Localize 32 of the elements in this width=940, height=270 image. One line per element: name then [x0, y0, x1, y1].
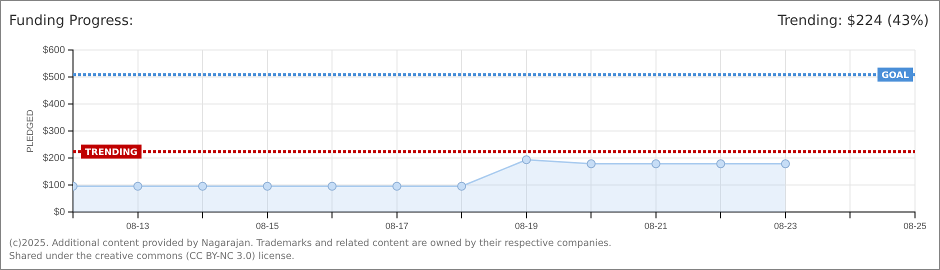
x-tick-label: 08-19	[514, 221, 538, 232]
y-axis-title: PLEDGED	[24, 109, 35, 153]
x-tick-label: 08-17	[385, 221, 408, 232]
point	[651, 159, 660, 168]
point	[392, 182, 402, 191]
y-tick-label: $500	[42, 72, 66, 83]
y-tick-label: $300	[42, 126, 66, 137]
y-tick-label: $600	[42, 44, 66, 56]
x-tick-label: 08-15	[256, 221, 279, 232]
text: (c)2025. Additional content provided by Nagarajan. Trademarks and related content are owned by their respective companies.	[9, 237, 612, 250]
x-tick-label: 08-21	[644, 221, 668, 232]
x-tick-label: 08-13	[126, 221, 150, 232]
point	[780, 159, 790, 168]
ref-line-label: GOAL	[882, 70, 910, 81]
text: Trending: $224 (43%)	[778, 13, 929, 29]
point	[522, 155, 531, 164]
point	[586, 159, 596, 168]
y-tick-label: $0	[54, 206, 66, 218]
y-tick-label: $400	[42, 98, 66, 110]
chart-title: Funding Progress:	[9, 13, 134, 29]
x-tick-label: 08-23	[774, 221, 797, 232]
text: Shared under the creative commons (CC BY-NC 3.0) license.	[9, 250, 296, 263]
point	[133, 182, 142, 191]
point	[457, 182, 466, 191]
ref-line-label: TRENDING	[85, 148, 138, 158]
point	[262, 182, 272, 191]
point	[328, 182, 337, 191]
point	[716, 159, 726, 168]
point	[198, 182, 208, 191]
x-tick-label: 08-25	[903, 221, 927, 232]
y-tick-label: $200	[42, 152, 66, 164]
y-tick-label: $100	[42, 180, 66, 191]
